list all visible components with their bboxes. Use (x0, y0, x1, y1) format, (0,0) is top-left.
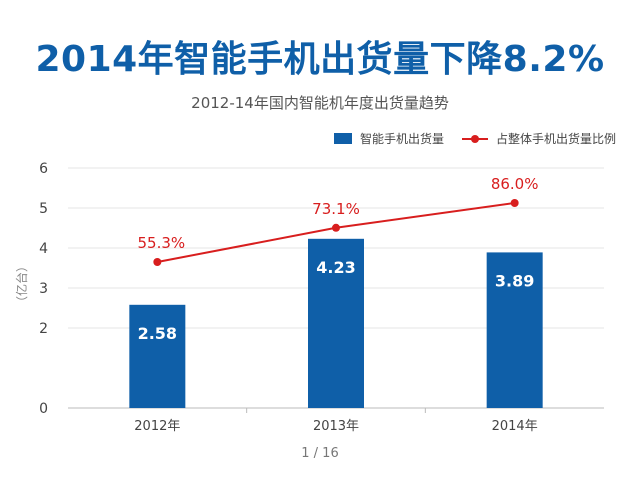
y-tick-label: 0 (39, 401, 48, 417)
bar-series (129, 238, 543, 408)
bar (129, 304, 186, 408)
line-point (332, 223, 340, 232)
bar-value-label: 4.23 (316, 258, 355, 277)
line-value-label: 73.1% (312, 200, 360, 218)
legend-bar-label: 智能手机出货量 (359, 132, 444, 146)
y-tick-label: 4 (39, 241, 48, 257)
y-tick-label: 5 (39, 201, 48, 217)
x-tick-label: 2012年 (134, 419, 180, 434)
data-labels: 2.58 4.23 3.89 55.3% 73.1% 86.0% (138, 175, 539, 343)
line-series (153, 199, 519, 266)
chart-legend: 智能手机出货量 占整体手机出货量比例 (333, 130, 616, 147)
line-value-label: 86.0% (491, 175, 539, 193)
legend-line-label: 占整体手机出货量比例 (495, 132, 616, 146)
line-value-label: 55.3% (138, 234, 186, 252)
legend-line-swatch (461, 133, 488, 145)
bar-value-label: 3.89 (495, 271, 534, 290)
bar (308, 238, 364, 408)
bar-value-label: 2.58 (138, 324, 177, 343)
chart-subtitle: 2012-14年国内智能机年度出货量趋势 (191, 94, 449, 112)
legend-item-line: 占整体手机出货量比例 (461, 130, 616, 147)
y-tick-label: 6 (39, 161, 48, 177)
x-tick-label: 2014年 (492, 419, 538, 434)
y-tick-label: 2 (39, 321, 48, 337)
page-indicator[interactable]: 1 / 16 (301, 446, 339, 461)
legend-bar-swatch (333, 133, 352, 144)
y-tick-label: 3 (39, 281, 48, 297)
bar (486, 252, 543, 408)
chart-title: 2014年智能手机出货量下降8.2% (35, 39, 605, 80)
line-point (510, 199, 519, 207)
y-axis-title: （亿台） (14, 260, 29, 308)
legend-item-bar: 智能手机出货量 (333, 130, 444, 147)
x-tick-label: 2013年 (313, 419, 359, 434)
line-point (153, 258, 162, 266)
